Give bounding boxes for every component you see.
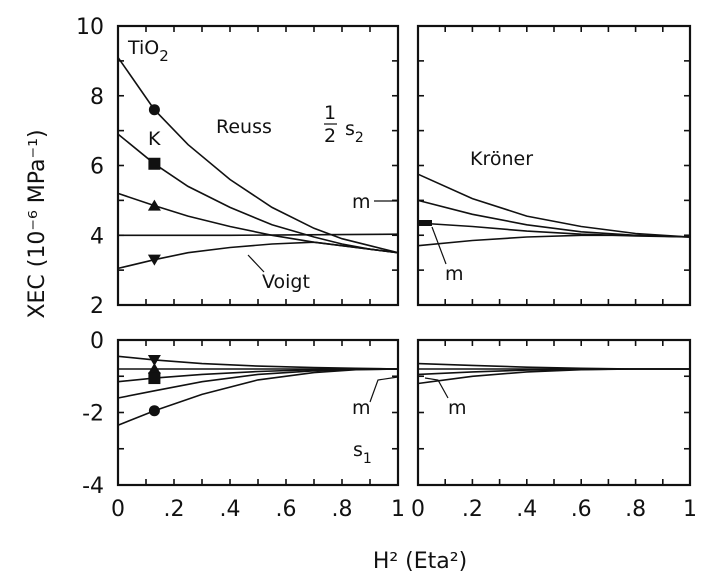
x-axis-label: H² (Eta²): [373, 549, 467, 574]
series-marker-square: [148, 372, 161, 385]
m-leader: [424, 377, 449, 399]
y-tick-label: 6: [90, 155, 104, 180]
series-marker-triangle-up: [147, 363, 161, 374]
x-tick-label: 1: [683, 497, 697, 522]
series-marker-circle: [148, 104, 160, 116]
series-line: [417, 362, 690, 370]
y-tick-label: 2: [90, 294, 104, 319]
x-tick-label: .8: [625, 497, 646, 522]
k-label: K: [148, 128, 161, 150]
panel-lower-left: -4 -2 0 0 .2 .4 .6 .8 1 m s1: [82, 329, 405, 522]
series-line: [417, 199, 691, 238]
m-leader: [431, 226, 447, 265]
x-tick-label: .6: [276, 497, 297, 522]
quantity-subscript: 1: [363, 451, 372, 467]
x-tick-label: .8: [332, 497, 353, 522]
x-tick-label: .2: [164, 497, 185, 522]
half-numerator: 1: [324, 102, 336, 124]
y-axis-label: XEC (10⁻⁶ MPa⁻¹): [25, 129, 50, 318]
kroner-marker: [418, 220, 432, 226]
panel-upper-right: Kröner m: [416, 24, 692, 307]
quantity-subscript: 2: [355, 130, 364, 146]
x-tick-label: .2: [462, 497, 483, 522]
series-marker-triangle-down: [147, 254, 161, 266]
x-tick-label: 1: [391, 497, 405, 522]
half-denominator: 2: [324, 125, 336, 147]
quantity-label: s1: [353, 439, 372, 467]
series-marker-triangle-down: [147, 354, 161, 366]
m-leader: [369, 376, 399, 403]
quantity-label: s2: [345, 118, 364, 146]
series-marker-triangle-up: [147, 199, 161, 211]
x-tick-label: 0: [111, 497, 125, 522]
panel-lower-right: 0 .2 .4 .6 .8 1 m: [411, 338, 697, 522]
series-line: [417, 234, 691, 247]
y-tick-label: 4: [90, 224, 104, 249]
y-tick-label: 8: [90, 85, 104, 110]
series-line: [117, 355, 399, 370]
m-label: m: [445, 263, 464, 285]
y-tick-label: 10: [76, 15, 104, 40]
series-line: [417, 368, 690, 376]
x-tick-label: .4: [516, 497, 537, 522]
material-label: TiO2: [127, 37, 169, 65]
series-line: [117, 241, 399, 270]
y-tick-label: 0: [90, 329, 104, 354]
series-marker-square: [148, 157, 161, 170]
m-label: m: [352, 397, 371, 419]
m-label: m: [448, 397, 467, 419]
series-line: [417, 368, 690, 385]
y-tick-label: -2: [82, 402, 104, 427]
x-tick-label: .4: [220, 497, 241, 522]
y-tick-label: -4: [82, 474, 104, 499]
series-marker-circle: [148, 405, 160, 417]
reuss-label: Reuss: [216, 116, 272, 138]
series-line: [417, 173, 691, 238]
x-tick-label: 0: [411, 497, 425, 522]
voigt-label: Voigt: [262, 271, 310, 293]
x-tick-label: .6: [571, 497, 592, 522]
material-subscript: 2: [159, 47, 169, 65]
kroner-label: Kröner: [470, 148, 533, 170]
series-line: [117, 56, 399, 254]
voigt-leader: [247, 254, 265, 273]
m-label: m: [352, 191, 371, 213]
series-line: [118, 233, 399, 237]
